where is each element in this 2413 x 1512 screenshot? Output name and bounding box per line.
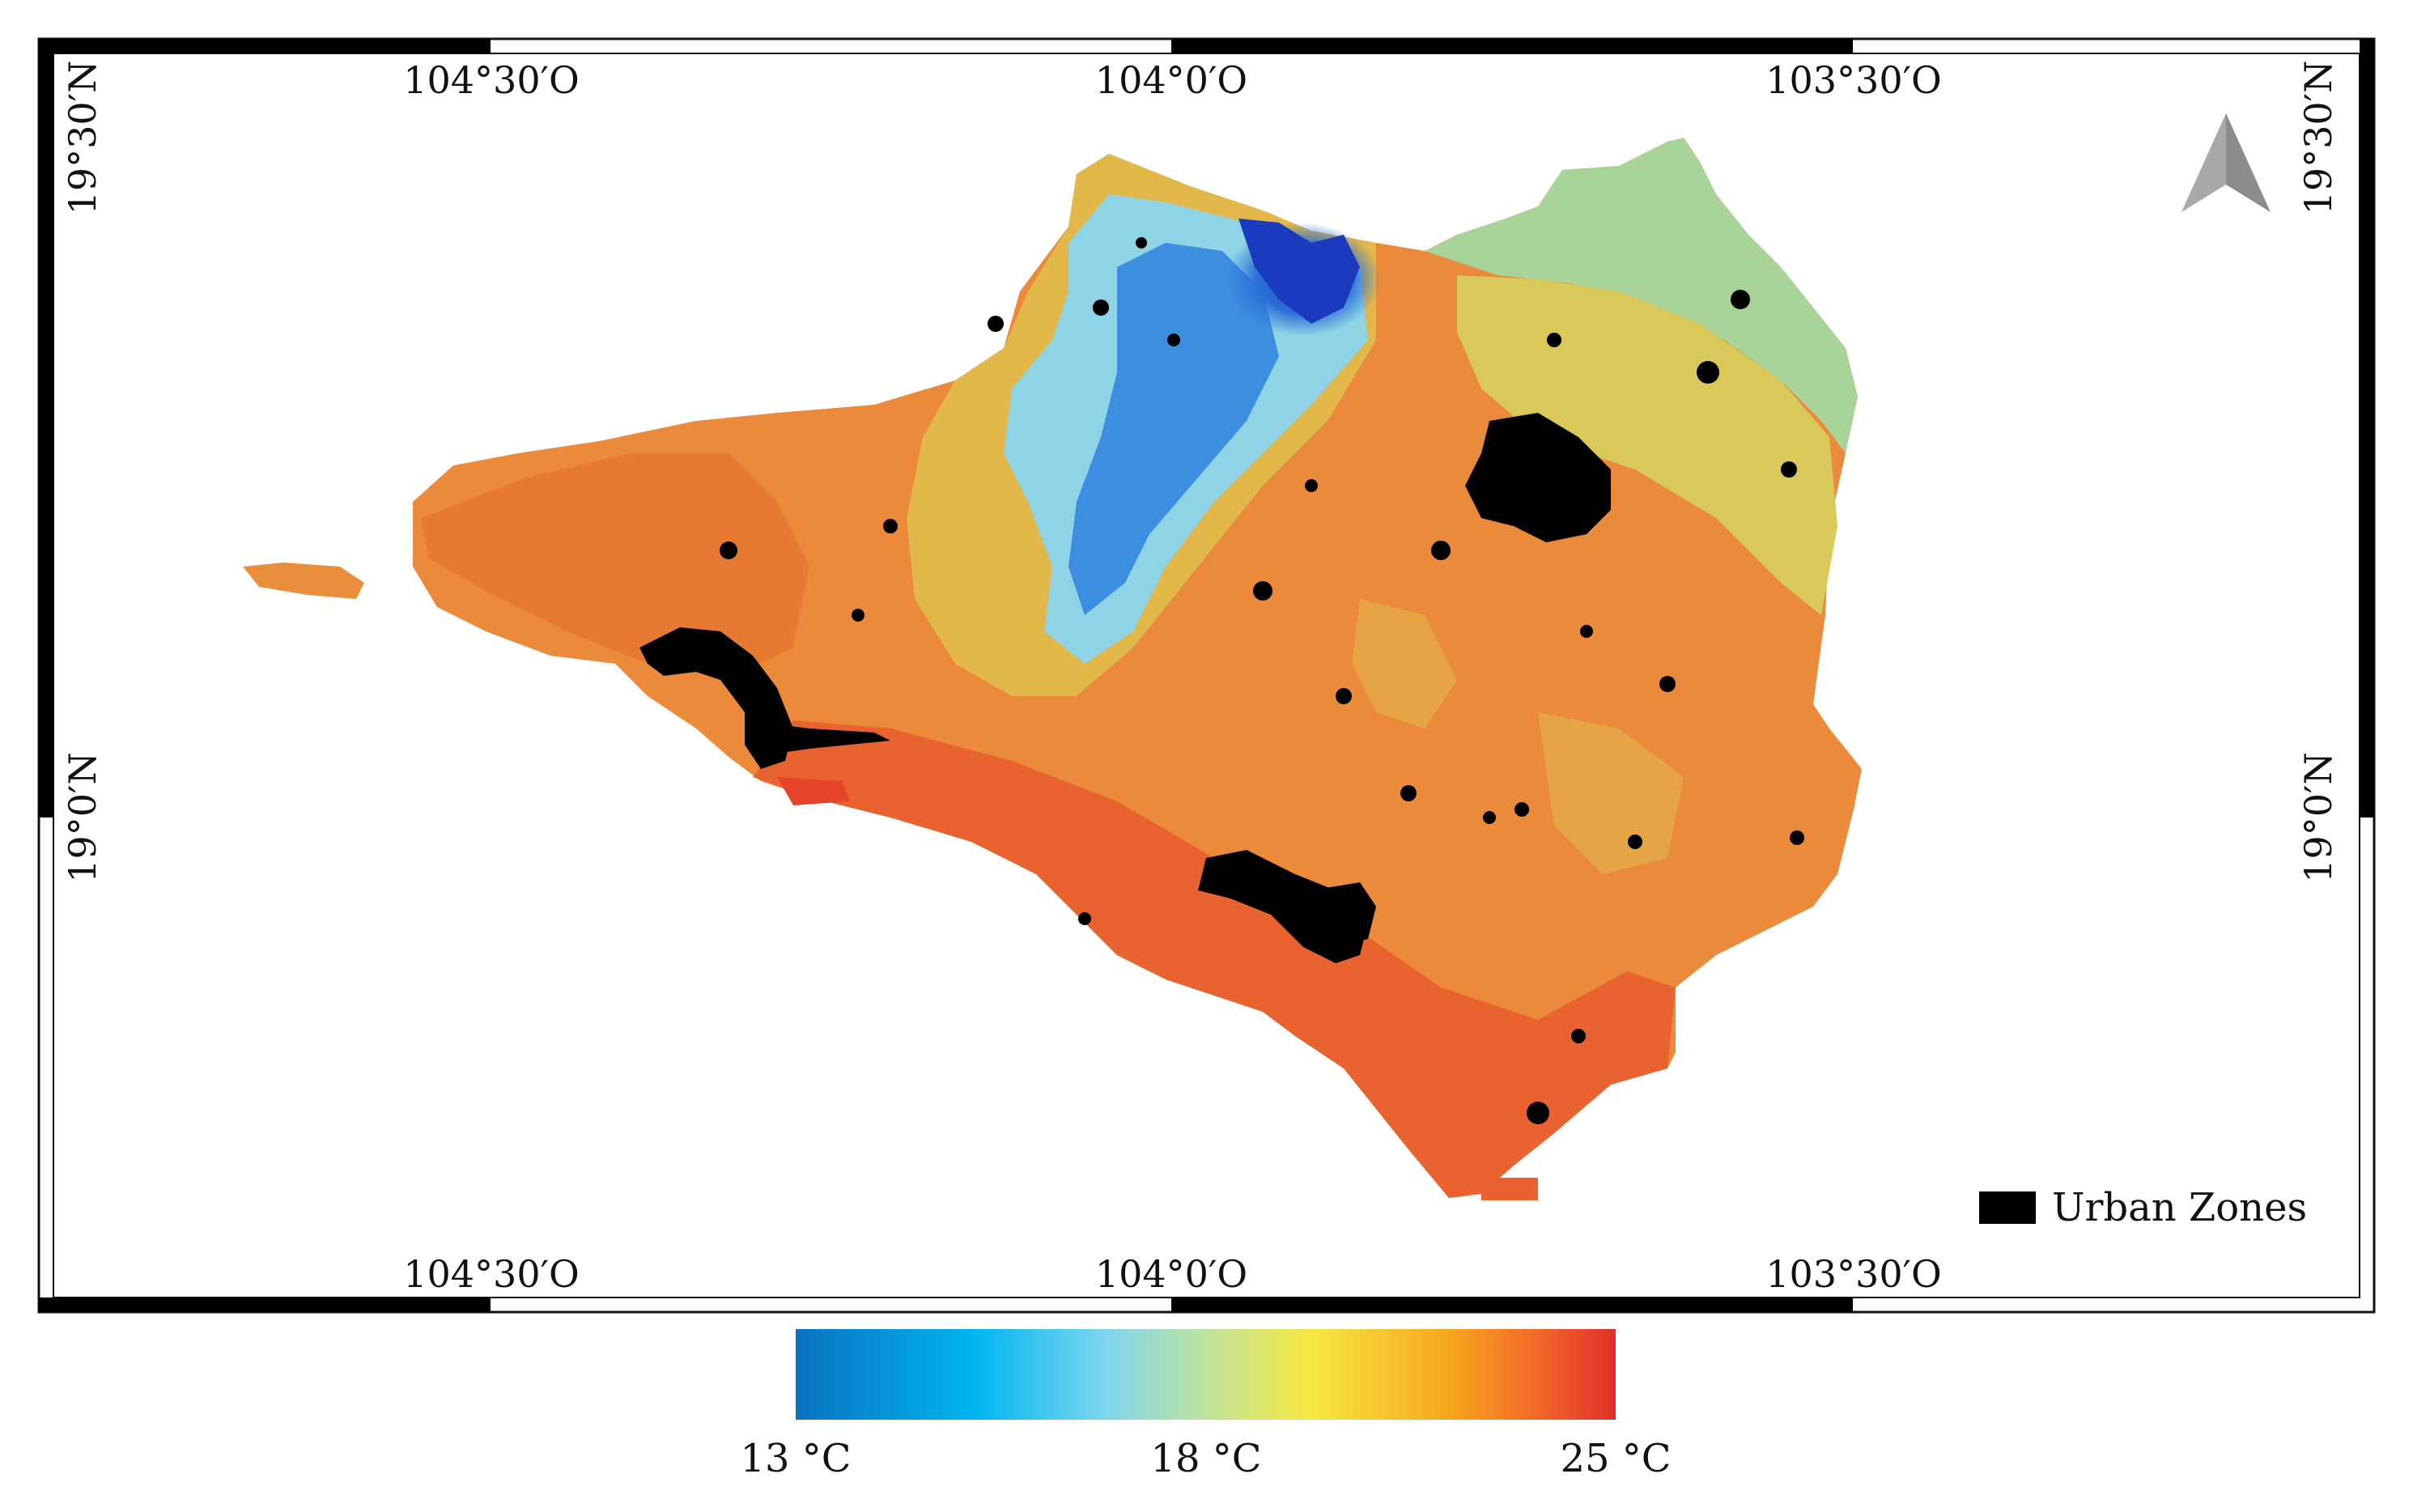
colorbar-mid-label: 18 °C xyxy=(1150,1436,1261,1481)
lon-label-bottom-3: 103°30′O xyxy=(1765,1252,1942,1296)
yellow-south-patch xyxy=(1352,599,1457,728)
lon-label-bottom-1: 104°30′O xyxy=(403,1252,580,1296)
urban-legend: Urban Zones xyxy=(1979,1185,2307,1230)
urban-zone-dot xyxy=(1781,461,1797,478)
urban-zone-dot xyxy=(1136,237,1147,248)
map-frame xyxy=(37,37,2376,1314)
urban-zone-dot xyxy=(1697,361,1719,384)
urban-zone-dot xyxy=(1628,835,1642,849)
region-west-tail xyxy=(243,563,364,599)
urban-zone-dot xyxy=(1305,479,1318,492)
temperature-region xyxy=(243,138,1862,1200)
lon-label-bottom-2: 104°0′O xyxy=(1095,1252,1247,1296)
urban-zone-south xyxy=(1198,850,1368,963)
mint-northeast xyxy=(1425,138,1858,453)
urban-zone-port-tail xyxy=(745,720,890,757)
colorbar-max-label: 25 °C xyxy=(1560,1436,1671,1481)
lat-label-right-1: 19°30′N xyxy=(2296,61,2340,215)
urban-zone-dot xyxy=(1336,688,1352,704)
urban-zone-south-2 xyxy=(1311,882,1376,947)
urban-zones xyxy=(639,237,1804,1124)
temperature-colorbar: 13 °C 18 °C 25 °C xyxy=(740,1329,1672,1481)
south-tip xyxy=(1481,1178,1538,1200)
lat-label-left-2: 19°0′N xyxy=(61,752,104,883)
yellow-east-patch xyxy=(1538,712,1684,874)
coastal-band xyxy=(753,720,1676,1198)
urban-legend-label: Urban Zones xyxy=(2052,1185,2307,1230)
lon-label-top-1: 104°30′O xyxy=(403,58,580,102)
urban-zone-dot xyxy=(1431,541,1451,560)
urban-zone-dot xyxy=(1078,912,1091,925)
urban-zone-dot xyxy=(852,609,865,622)
urban-zone-dot xyxy=(1790,830,1804,845)
colorbar-min-label: 13 °C xyxy=(740,1436,851,1481)
blue-highlands xyxy=(1068,243,1279,615)
urban-zone-dot xyxy=(1167,333,1180,346)
urban-zone-dot xyxy=(988,316,1004,332)
yellow-northeast xyxy=(1457,275,1837,615)
coordinate-labels: 104°30′O 104°0′O 103°30′O 104°30′O 104°0… xyxy=(61,58,2340,1296)
urban-zone-dot xyxy=(1547,333,1561,347)
red-hot-patch xyxy=(777,777,850,805)
urban-zone-dot xyxy=(1253,581,1272,601)
lon-label-top-3: 103°30′O xyxy=(1765,58,1942,102)
urban-zone-dot xyxy=(1514,802,1529,817)
lat-label-right-2: 19°0′N xyxy=(2296,752,2340,883)
colorbar-gradient xyxy=(796,1329,1616,1420)
urban-zone-city-east xyxy=(1465,413,1611,542)
urban-zone-dot xyxy=(1093,299,1109,316)
lat-label-left-1: 19°30′N xyxy=(61,61,104,215)
urban-zone-dot xyxy=(1731,290,1750,309)
urban-zone-dot xyxy=(1400,785,1417,801)
urban-zone-dot xyxy=(1580,625,1593,638)
cold-peak-core xyxy=(1238,219,1360,324)
urban-zone-dot xyxy=(720,542,737,559)
urban-zone-dot xyxy=(1483,811,1496,824)
north-arrow-icon xyxy=(2181,113,2271,212)
urban-zone-dot xyxy=(1571,1029,1586,1043)
urban-zone-dot xyxy=(883,519,898,533)
urban-zone-dot xyxy=(1527,1102,1549,1124)
warm-west xyxy=(421,453,809,680)
urban-zone-dot xyxy=(1659,676,1676,692)
urban-legend-swatch xyxy=(1979,1191,2036,1224)
lon-label-top-2: 104°0′O xyxy=(1095,58,1247,102)
